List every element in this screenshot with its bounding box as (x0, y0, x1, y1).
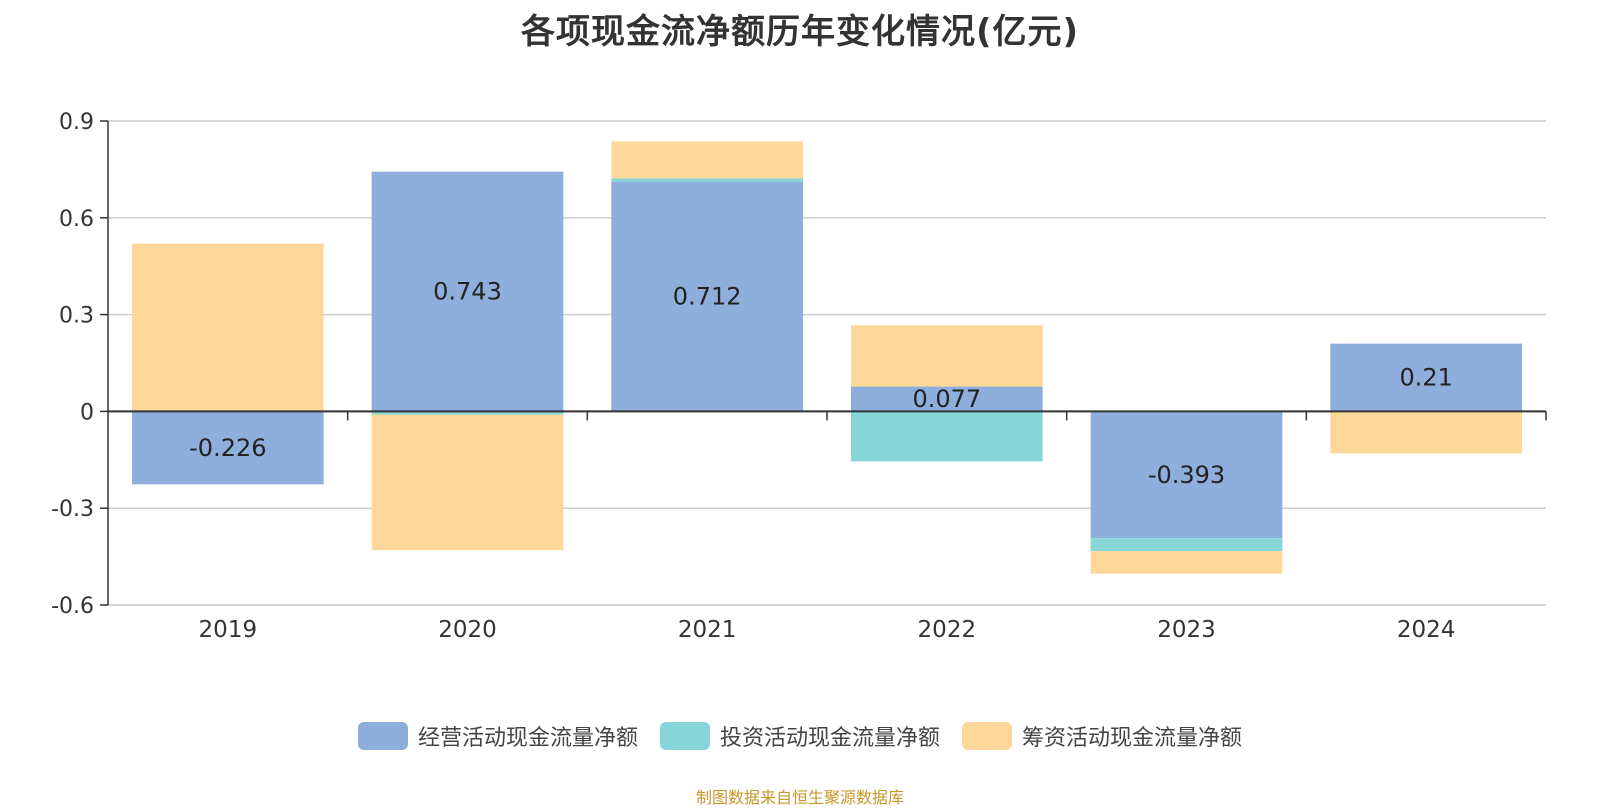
y-tick-label: 0 (80, 400, 94, 425)
legend-item-investing[interactable]: 投资活动现金流量净额 (659, 720, 940, 752)
bar-financing (611, 141, 804, 179)
y-tick-label: 0.9 (59, 110, 94, 135)
x-tick-label: 2020 (438, 617, 497, 643)
chart-title: 各项现金流净额历年变化情况(亿元) (520, 12, 1080, 52)
bar-investing (371, 411, 564, 415)
data-label: 0.21 (1399, 364, 1452, 392)
chart-plot: 0.9 0.6 0.3 0 -0.3 -0.6 -0.226 0.743 0.712 0.077 -… (51, 110, 1547, 643)
y-tick-label: -0.3 (51, 497, 94, 522)
bar-operating (1330, 343, 1523, 412)
data-label: 0.743 (433, 278, 502, 306)
chart-legend: 经营活动现金流量净额 投资活动现金流量净额 筹资活动现金流量净额 (0, 720, 1600, 752)
x-tick-label: 2024 (1397, 617, 1456, 643)
data-label: -0.226 (189, 434, 266, 462)
bar-financing (131, 243, 324, 412)
bar-operating (371, 171, 564, 412)
y-tick-label: 0.6 (59, 207, 94, 232)
data-label: 0.712 (673, 283, 742, 311)
data-label: -0.393 (1148, 461, 1225, 489)
legend-swatch-operating (357, 722, 408, 750)
legend-item-financing[interactable]: 筹资活动现金流量净额 (962, 720, 1242, 752)
data-source-note: 制图数据来自恒生聚源数据库 (695, 788, 904, 807)
legend-item-operating[interactable]: 经营活动现金流量净额 (357, 720, 638, 752)
bar-operating (131, 411, 324, 485)
x-tick-label: 2023 (1157, 617, 1216, 643)
bar-investing (1090, 538, 1283, 552)
legend-label-financing: 筹资活动现金流量净额 (1022, 726, 1243, 751)
x-tick-label: 2021 (678, 617, 737, 643)
bar-operating (850, 386, 1043, 412)
bar-financing (850, 325, 1043, 387)
y-tick-label: 0.3 (59, 304, 94, 329)
bar-financing (1330, 411, 1523, 454)
bar-financing (1090, 551, 1283, 574)
data-label: 0.077 (912, 385, 981, 413)
y-tick-label: -0.6 (51, 594, 94, 619)
bar-operating (1090, 411, 1283, 539)
x-tick-label: 2022 (918, 617, 977, 643)
legend-swatch-investing (659, 722, 710, 750)
bar-financing (371, 414, 564, 551)
bar-investing (611, 178, 804, 182)
legend-label-operating: 经营活动现金流量净额 (417, 726, 638, 751)
bar-operating (611, 181, 804, 412)
legend-swatch-financing (962, 722, 1012, 750)
x-tick-label: 2019 (199, 617, 258, 643)
bar-investing (850, 411, 1043, 462)
legend-label-investing: 投资活动现金流量净额 (719, 726, 940, 751)
